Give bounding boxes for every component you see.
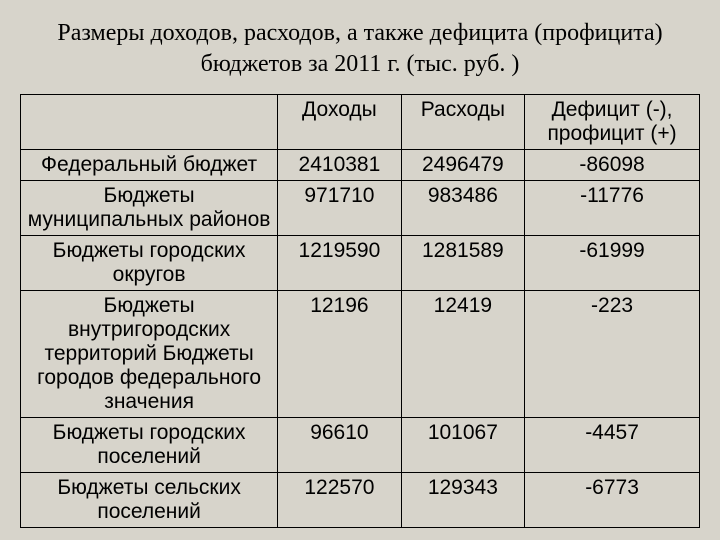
row-deficit: -6773 xyxy=(525,473,700,528)
row-expense: 983486 xyxy=(401,181,524,236)
table-row: Федеральный бюджет 2410381 2496479 -8609… xyxy=(21,150,700,181)
row-expense: 101067 xyxy=(401,418,524,473)
header-income: Доходы xyxy=(278,95,401,150)
table-row: Бюджеты внутригородских территорий Бюдже… xyxy=(21,291,700,418)
row-deficit: -4457 xyxy=(525,418,700,473)
page: Размеры доходов, расходов, а также дефиц… xyxy=(0,0,720,540)
row-income: 1219590 xyxy=(278,236,401,291)
table-row: Бюджеты городских округов 1219590 128158… xyxy=(21,236,700,291)
row-income: 122570 xyxy=(278,473,401,528)
table-row: Бюджеты сельских поселений 122570 129343… xyxy=(21,473,700,528)
row-income: 96610 xyxy=(278,418,401,473)
row-deficit: -223 xyxy=(525,291,700,418)
table-header-row: Доходы Расходы Дефицит (-), профицит (+) xyxy=(21,95,700,150)
page-title: Размеры доходов, расходов, а также дефиц… xyxy=(20,18,700,80)
row-deficit: -86098 xyxy=(525,150,700,181)
row-label: Бюджеты городских поселений xyxy=(21,418,278,473)
row-income: 12196 xyxy=(278,291,401,418)
row-label: Бюджеты сельских поселений xyxy=(21,473,278,528)
row-expense: 12419 xyxy=(401,291,524,418)
table-row: Бюджеты муниципальных районов 971710 983… xyxy=(21,181,700,236)
row-deficit: -61999 xyxy=(525,236,700,291)
row-expense: 129343 xyxy=(401,473,524,528)
header-expense: Расходы xyxy=(401,95,524,150)
row-label: Бюджеты внутригородских территорий Бюдже… xyxy=(21,291,278,418)
row-label: Бюджеты муниципальных районов xyxy=(21,181,278,236)
budget-table: Доходы Расходы Дефицит (-), профицит (+)… xyxy=(20,94,700,528)
table-row: Бюджеты городских поселений 96610 101067… xyxy=(21,418,700,473)
row-label: Федеральный бюджет xyxy=(21,150,278,181)
row-income: 971710 xyxy=(278,181,401,236)
header-empty xyxy=(21,95,278,150)
row-expense: 1281589 xyxy=(401,236,524,291)
row-deficit: -11776 xyxy=(525,181,700,236)
row-expense: 2496479 xyxy=(401,150,524,181)
row-income: 2410381 xyxy=(278,150,401,181)
header-deficit: Дефицит (-), профицит (+) xyxy=(525,95,700,150)
row-label: Бюджеты городских округов xyxy=(21,236,278,291)
